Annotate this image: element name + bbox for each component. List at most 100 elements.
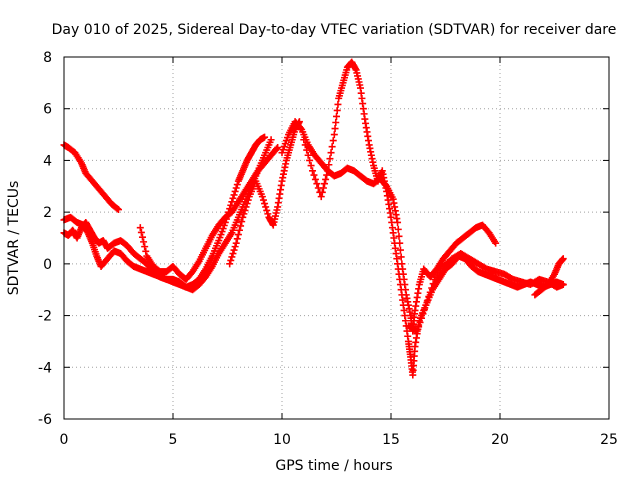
data-point-interp	[233, 235, 241, 243]
data-point	[232, 239, 240, 247]
data-point-interp	[426, 288, 434, 296]
series-track-9	[531, 255, 567, 299]
x-tick-label: 5	[169, 432, 178, 448]
data-point-interp	[234, 231, 242, 239]
data-point-interp	[243, 200, 251, 208]
data-point-interp	[310, 171, 318, 179]
x-axis-label: GPS time / hours	[275, 458, 392, 474]
data-point-interp	[273, 145, 281, 153]
data-point-interp	[419, 310, 427, 318]
data-point-interp	[137, 228, 145, 236]
data-point-interp	[113, 205, 121, 213]
data-point-interp	[425, 293, 433, 301]
data-point	[300, 136, 308, 144]
data-point-interp	[141, 243, 149, 251]
data-point-interp	[307, 162, 315, 170]
data-point-interp	[261, 200, 269, 208]
data-point-interp	[237, 222, 245, 230]
data-point-interp	[240, 210, 248, 218]
data-point-interp	[297, 124, 305, 132]
data-point-interp	[322, 175, 330, 183]
data-point-interp	[304, 151, 312, 159]
series-track-4	[136, 144, 282, 283]
data-point	[422, 301, 430, 309]
data-point-interp	[397, 253, 405, 261]
y-tick-label: 8	[43, 50, 52, 66]
data-point-interp	[238, 218, 246, 226]
data-point-interp	[313, 180, 321, 188]
data-point-interp	[321, 180, 329, 188]
data-point-interp	[395, 232, 403, 240]
data-point-interp	[428, 284, 436, 292]
y-tick-label: -6	[38, 412, 52, 428]
x-tick-labels: 0 5 10 15 20 25	[60, 432, 618, 448]
data-point-interp	[331, 125, 339, 133]
data-point-interp	[423, 297, 431, 305]
y-tick-labels: -6 -4 -2 0 2 4 6 8	[38, 50, 52, 428]
data-point	[324, 167, 332, 175]
data-point-interp	[332, 119, 340, 127]
data-point-interp	[311, 175, 319, 183]
data-point-interp	[264, 210, 272, 218]
data-point-interp	[259, 196, 267, 204]
data-point-interp	[244, 196, 252, 204]
data-point	[492, 239, 500, 247]
data-marks	[60, 58, 567, 379]
data-point-interp	[242, 203, 250, 211]
data-point	[261, 133, 269, 141]
data-point-interp	[231, 187, 239, 195]
data-point-interp	[229, 194, 237, 202]
data-point-interp	[326, 155, 334, 163]
series-track-7	[300, 58, 567, 379]
data-point-interp	[334, 100, 342, 108]
data-point	[274, 144, 282, 151]
series-track-8	[404, 250, 567, 335]
data-point-interp	[227, 256, 235, 264]
data-point	[330, 131, 338, 139]
data-point	[228, 198, 236, 206]
data-point-interp	[231, 243, 239, 251]
data-point-interp	[138, 233, 146, 241]
series-track-6	[278, 118, 500, 335]
data-point-interp	[142, 247, 150, 255]
y-tick-label: -4	[38, 360, 52, 376]
data-point-interp	[429, 280, 437, 288]
data-point-interp	[263, 206, 271, 214]
data-point-interp	[328, 143, 336, 151]
data-point	[239, 213, 247, 221]
data-point-interp	[319, 184, 327, 192]
data-point-interp	[333, 106, 341, 114]
series-track-1	[60, 141, 122, 214]
data-point-interp	[329, 137, 337, 145]
data-point-interp	[228, 253, 236, 261]
data-point	[309, 167, 317, 175]
x-tick-label: 20	[491, 432, 509, 448]
data-point-interp	[333, 112, 340, 120]
y-tick-label: 2	[43, 205, 52, 221]
y-tick-label: 6	[43, 102, 52, 118]
data-point-interp	[318, 188, 326, 196]
data-point-interp	[262, 203, 270, 211]
data-point-interp	[140, 238, 148, 246]
data-point	[115, 206, 122, 214]
data-point	[267, 136, 275, 144]
data-point-interp	[230, 246, 238, 254]
data-point-interp	[303, 146, 311, 154]
data-point-interp	[235, 226, 243, 234]
chart-title: Day 010 of 2025, Sidereal Day-to-day VTE…	[52, 22, 617, 38]
data-point-interp	[230, 191, 238, 199]
data-point-interp	[327, 149, 335, 157]
data-point	[317, 193, 325, 201]
data-point-interp	[396, 246, 404, 254]
data-point-interp	[420, 306, 428, 314]
data-point-interp	[394, 225, 402, 233]
y-tick-label: 0	[43, 257, 52, 273]
x-tick-label: 10	[273, 432, 291, 448]
y-axis-label: SDTVAR / TECUs	[6, 181, 22, 296]
y-tick-label: -2	[38, 309, 52, 325]
data-point-interp	[323, 171, 331, 179]
data-point-interp	[416, 318, 424, 326]
data-point-interp	[301, 141, 309, 149]
data-point	[413, 327, 421, 335]
